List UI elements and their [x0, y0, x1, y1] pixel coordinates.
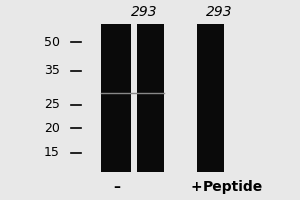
Text: Peptide: Peptide	[202, 180, 262, 194]
Bar	[196, 24, 224, 172]
Text: 25: 25	[44, 98, 60, 112]
Text: +: +	[191, 180, 202, 194]
Text: 293: 293	[131, 5, 157, 19]
Text: 35: 35	[44, 64, 60, 77]
Text: 20: 20	[44, 121, 60, 134]
Text: 293: 293	[206, 5, 232, 19]
Bar	[136, 24, 164, 172]
Text: 15: 15	[44, 146, 60, 160]
Text: –: –	[113, 180, 121, 194]
Text: 50: 50	[44, 36, 60, 48]
Bar	[100, 24, 130, 172]
